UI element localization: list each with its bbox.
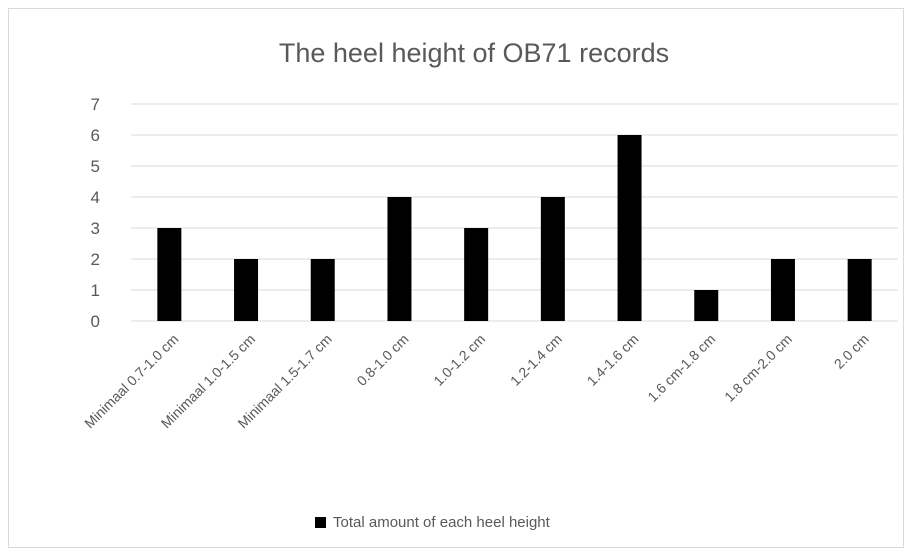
legend-label: Total amount of each heel height	[333, 514, 551, 531]
y-tick-label: 5	[91, 157, 100, 176]
chart-title: The heel height of OB71 records	[279, 38, 669, 68]
bar	[157, 228, 182, 321]
legend: Total amount of each heel height	[315, 514, 551, 531]
bar	[847, 259, 872, 321]
y-tick-label: 1	[91, 281, 100, 300]
y-tick-label: 7	[91, 95, 100, 114]
y-tick-label: 0	[91, 312, 100, 331]
x-tick-label: 2.0 cm	[831, 331, 872, 372]
y-tick-label: 6	[91, 126, 100, 145]
x-tick-label: 0.8-1.0 cm	[353, 331, 411, 389]
bar	[694, 290, 719, 321]
bar	[770, 259, 795, 321]
chart-frame	[8, 8, 904, 548]
gridlines	[131, 103, 898, 322]
bar	[234, 259, 259, 321]
y-tick-label: 4	[91, 188, 100, 207]
bar	[387, 197, 412, 321]
legend-swatch	[315, 517, 326, 528]
x-tick-label: 1.0-1.2 cm	[430, 331, 488, 389]
x-tick-label: 1.8 cm-2.0 cm	[721, 331, 795, 405]
y-tick-label: 2	[91, 250, 100, 269]
bar	[464, 228, 489, 321]
bar	[617, 135, 642, 321]
y-axis-ticks: 0 1 2 3 4 5 6 7	[91, 95, 100, 331]
bar	[540, 197, 565, 321]
bars	[157, 135, 872, 321]
x-tick-label: 1.6 cm-1.8 cm	[644, 331, 718, 405]
x-tick-label: 1.4-1.6 cm	[584, 331, 642, 389]
y-tick-label: 3	[91, 219, 100, 238]
x-tick-label: 1.2-1.4 cm	[507, 331, 565, 389]
bar	[310, 259, 335, 321]
